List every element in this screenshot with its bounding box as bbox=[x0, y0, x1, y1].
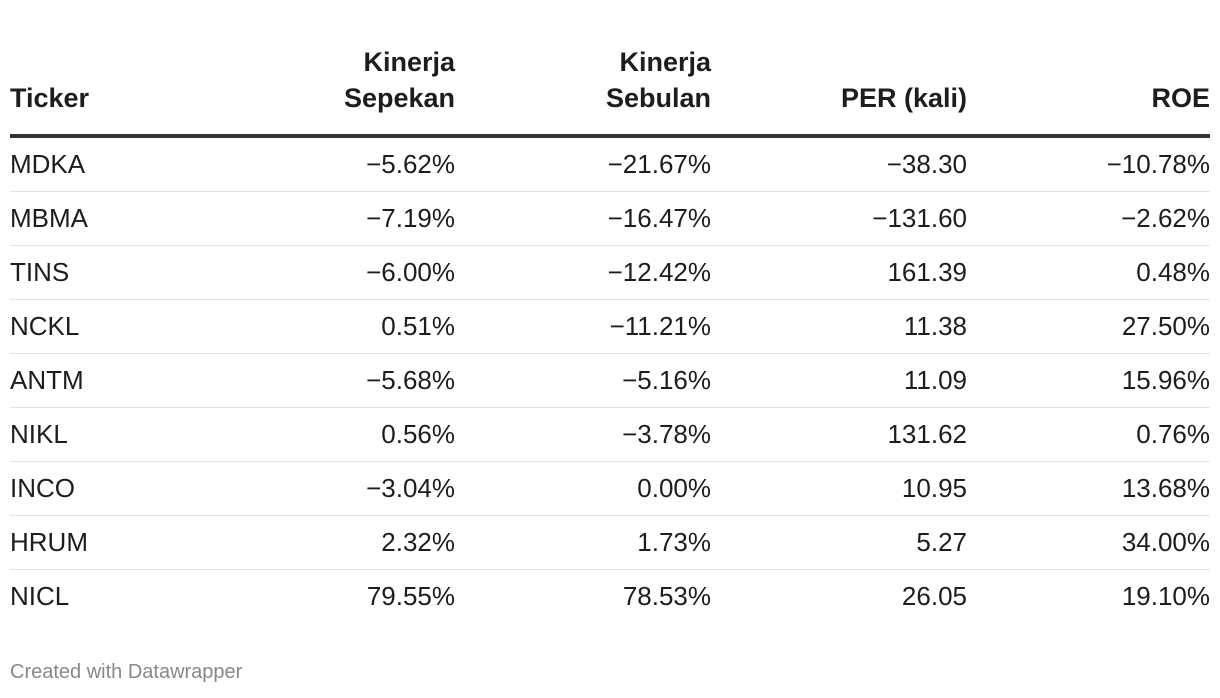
cell-ticker: ANTM bbox=[10, 353, 200, 408]
cell-ticker: HRUM bbox=[10, 515, 200, 570]
table-row: MBMA −7.19% −16.47% −131.60 −2.62% bbox=[10, 191, 1210, 246]
column-header-kinerja-sepekan[interactable]: Kinerja Sepekan bbox=[200, 44, 455, 138]
cell-kinerja-sepekan: −5.62% bbox=[200, 136, 455, 192]
cell-kinerja-sebulan: −11.21% bbox=[455, 299, 711, 354]
header-line-1: Kinerja bbox=[363, 47, 455, 77]
cell-kinerja-sepekan: −7.19% bbox=[200, 191, 455, 246]
cell-per: 161.39 bbox=[711, 245, 967, 300]
cell-roe: 34.00% bbox=[967, 515, 1210, 570]
cell-roe: −2.62% bbox=[967, 191, 1210, 246]
cell-ticker: INCO bbox=[10, 461, 200, 516]
cell-kinerja-sepekan: 0.51% bbox=[200, 299, 455, 354]
cell-ticker: MBMA bbox=[10, 191, 200, 246]
cell-kinerja-sebulan: 78.53% bbox=[622, 581, 711, 611]
table-row: INCO −3.04% 0.00% 10.95 13.68% bbox=[10, 461, 1210, 516]
table-row: TINS −6.00% −12.42% 161.39 0.48% bbox=[10, 245, 1210, 300]
cell-roe: −10.78% bbox=[967, 136, 1210, 192]
header-line-2: ROE bbox=[1151, 83, 1210, 113]
header-line-2: Sepekan bbox=[343, 83, 455, 113]
table-body: MDKA −5.62% −21.67% −38.30 −10.78% MBMA … bbox=[10, 136, 1210, 623]
cell-ticker: NIKL bbox=[10, 407, 200, 462]
cell-per: −131.60 bbox=[711, 191, 967, 246]
cell-kinerja-sepekan: −3.04% bbox=[200, 461, 455, 516]
cell-roe: 27.50% bbox=[967, 299, 1210, 354]
cell-per: 10.95 bbox=[711, 461, 967, 516]
cell-kinerja-sepekan: 79.55% bbox=[366, 581, 455, 611]
cell-per: −38.30 bbox=[711, 136, 967, 192]
cell-roe: 0.76% bbox=[967, 407, 1210, 462]
data-table-container: Ticker Kinerja Sepekan Kinerja Sebulan P… bbox=[10, 44, 1210, 623]
cell-per: 11.09 bbox=[711, 353, 967, 408]
cell-per: 11.38 bbox=[711, 299, 967, 354]
cell-kinerja-sepekan: −5.68% bbox=[200, 353, 455, 408]
cell-per: 131.62 bbox=[711, 407, 967, 462]
cell-kinerja-sepekan: −6.00% bbox=[200, 245, 455, 300]
cell-ticker: MDKA bbox=[10, 136, 200, 192]
header-line-2: PER (kali) bbox=[840, 83, 967, 113]
data-table: Ticker Kinerja Sepekan Kinerja Sebulan P… bbox=[10, 44, 1210, 623]
table-row: NCKL 0.51% −11.21% 11.38 27.50% bbox=[10, 299, 1210, 354]
cell-kinerja-sepekan: 2.32% bbox=[200, 515, 455, 570]
cell-kinerja-sebulan: −21.67% bbox=[455, 136, 711, 192]
column-header-ticker[interactable]: Ticker bbox=[10, 44, 200, 138]
column-header-kinerja-sebulan[interactable]: Kinerja Sebulan bbox=[455, 44, 711, 138]
table-row: ANTM −5.68% −5.16% 11.09 15.96% bbox=[10, 353, 1210, 408]
cell-roe: 15.96% bbox=[967, 353, 1210, 408]
cell-ticker: TINS bbox=[10, 245, 200, 300]
table-row: NICL 79.55% 78.53% 26.05 19.10% bbox=[10, 570, 1210, 624]
cell-roe: 0.48% bbox=[967, 245, 1210, 300]
column-header-roe[interactable]: ROE bbox=[967, 44, 1210, 138]
cell-kinerja-sebulan: −5.16% bbox=[455, 353, 711, 408]
table-row: HRUM 2.32% 1.73% 5.27 34.00% bbox=[10, 515, 1210, 570]
cell-kinerja-sepekan: 0.56% bbox=[200, 407, 455, 462]
cell-kinerja-sebulan: −16.47% bbox=[455, 191, 711, 246]
header-line-2: Sebulan bbox=[605, 83, 711, 113]
header-line-1: Kinerja bbox=[619, 47, 711, 77]
cell-kinerja-sebulan: −12.42% bbox=[455, 245, 711, 300]
header-line-2: Ticker bbox=[10, 83, 90, 113]
cell-roe: 19.10% bbox=[1121, 581, 1210, 611]
cell-kinerja-sebulan: 1.73% bbox=[455, 515, 711, 570]
table-row: MDKA −5.62% −21.67% −38.30 −10.78% bbox=[10, 136, 1210, 192]
footer-credit[interactable]: Created with Datawrapper bbox=[10, 661, 243, 683]
cell-roe: 13.68% bbox=[967, 461, 1210, 516]
cell-per: 5.27 bbox=[711, 515, 967, 570]
cell-kinerja-sebulan: −3.78% bbox=[455, 407, 711, 462]
table-row: NIKL 0.56% −3.78% 131.62 0.76% bbox=[10, 407, 1210, 462]
cell-kinerja-sebulan: 0.00% bbox=[455, 461, 711, 516]
table-header: Ticker Kinerja Sepekan Kinerja Sebulan P… bbox=[10, 44, 1210, 138]
column-header-per[interactable]: PER (kali) bbox=[711, 44, 967, 138]
cell-ticker: NCKL bbox=[10, 299, 200, 354]
cell-ticker: NICL bbox=[10, 581, 70, 611]
header-row: Ticker Kinerja Sepekan Kinerja Sebulan P… bbox=[10, 44, 1210, 138]
cell-per: 26.05 bbox=[901, 581, 967, 611]
